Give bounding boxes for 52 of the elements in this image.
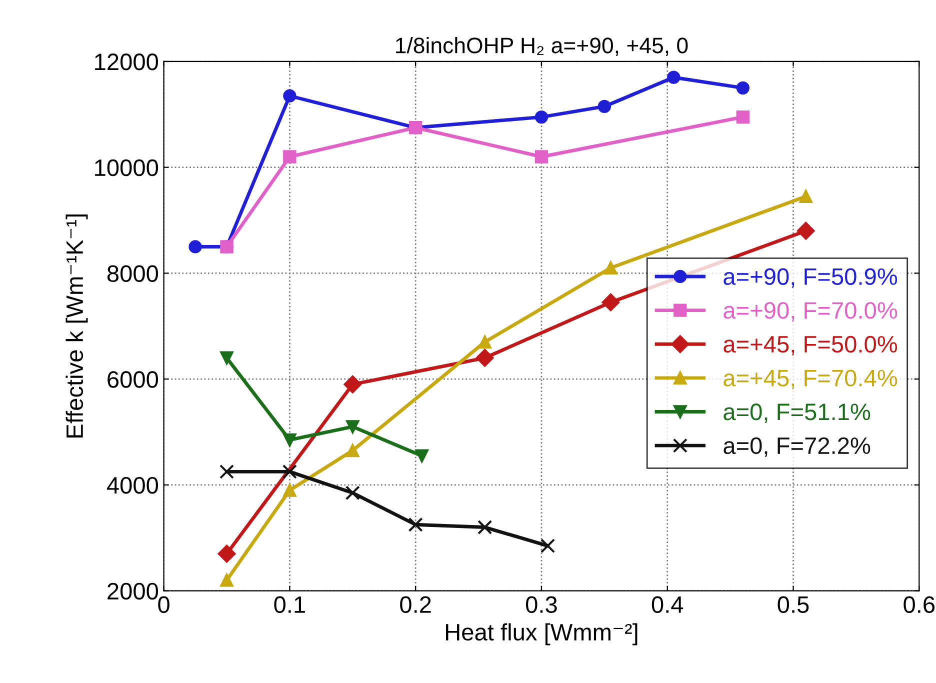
point (346, 444, 360, 458)
point (799, 190, 812, 204)
point (283, 89, 296, 102)
point (219, 464, 234, 479)
point (604, 261, 618, 275)
legend-label: a=+45, F=50.0% (724, 336, 898, 356)
legend-label: a=+45, F=70.4% (724, 370, 898, 390)
point (478, 520, 492, 535)
point (602, 293, 620, 312)
chart-title: 1/8inchOHP H₂ a=+90, +45, 0 (396, 37, 688, 56)
point (408, 517, 423, 532)
x-tick-label: 0.4 (652, 596, 684, 613)
y-tick-label: 8000 (107, 265, 158, 282)
legend-label: a=+90, F=70.0% (724, 302, 898, 322)
x-tick-label: 0.1 (274, 596, 305, 613)
point (283, 484, 296, 497)
y-tick-label: 12000 (95, 54, 158, 70)
legend-label: a=0, F=51.1% (724, 404, 870, 424)
legend-label: a=0, F=72.2% (724, 437, 870, 457)
point (345, 486, 360, 500)
point (736, 81, 750, 95)
y-axis-title: Effective k [Wm⁻¹K⁻¹] (66, 214, 88, 438)
point (476, 348, 494, 367)
x-tick-label: 0.2 (400, 596, 431, 613)
point (283, 150, 296, 164)
y-tick-label: 4000 (106, 477, 158, 494)
point (478, 335, 492, 349)
x-tick-label: 0.6 (904, 596, 935, 613)
point (415, 449, 428, 462)
point (540, 538, 556, 554)
x-tick-label: 0 (158, 596, 170, 613)
point (346, 420, 360, 434)
point (796, 222, 815, 240)
y-tick-label: 10000 (95, 159, 158, 176)
point (736, 110, 750, 124)
y-tick-label: 6000 (108, 371, 158, 388)
point (220, 351, 234, 364)
legend-label: a=+90, F=50.9% (724, 268, 898, 288)
point (534, 150, 548, 164)
x-tick-label: 0.3 (526, 596, 557, 613)
point (218, 544, 236, 563)
point (282, 464, 297, 479)
point (534, 110, 548, 124)
point (220, 574, 234, 587)
point (283, 433, 296, 447)
point (598, 100, 612, 114)
x-axis-title: Heat flux [Wmm⁻²] (446, 623, 638, 646)
x-tick-label: 0.5 (778, 596, 809, 613)
point (344, 375, 362, 394)
point (667, 70, 680, 84)
point (188, 240, 202, 254)
y-tick-label: 2000 (108, 582, 158, 600)
